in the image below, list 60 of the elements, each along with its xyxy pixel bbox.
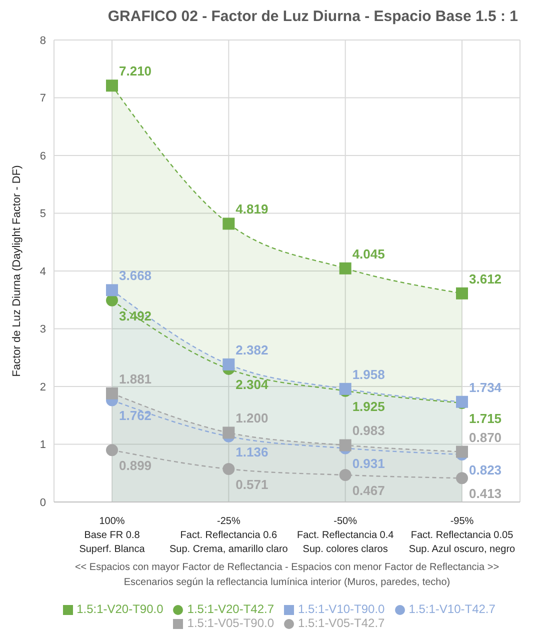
chart-title: GRAFICO 02 - Factor de Luz Diurna - Espacio Base 1.5 : 1	[106, 8, 519, 27]
legend-label: 1.5:1-V05-T42.7	[298, 616, 385, 630]
y-tick-label: 6	[40, 150, 46, 162]
point	[106, 284, 118, 296]
data-label: 0.899	[119, 458, 152, 474]
data-label: 0.823	[469, 462, 502, 478]
data-label: 0.983	[352, 423, 385, 438]
data-label: 3.612	[469, 271, 502, 286]
point	[222, 218, 235, 230]
point	[106, 80, 118, 92]
data-label: 1.715	[469, 410, 502, 426]
x-tick-label: -50% Fact. Reflectancia 0.4 Sup. colores claros	[296, 516, 394, 555]
y-tick-label: 8	[40, 34, 46, 47]
data-label: 2.382	[236, 342, 268, 358]
data-label: 1.200	[236, 410, 268, 426]
x-axis-title: << Espacios con mayor Factor de Reflectancia - Espacios con menor Factor de Reflectancia >> Escenarios según la reflectancia lumínica interior (Muros, paredes, techo)	[74, 562, 500, 588]
data-label: 0.413	[469, 486, 502, 502]
y-tick-label: 0	[40, 496, 46, 509]
legend-label: 1.5:1-V20-T90.0	[76, 602, 164, 616]
data-label: 0.931	[352, 456, 385, 472]
point	[222, 358, 235, 370]
point	[106, 444, 118, 456]
y-tick-label: 3	[40, 324, 46, 336]
point	[222, 426, 235, 439]
point	[456, 472, 468, 484]
legend-label: 1.5:1-V10-T90.0	[298, 602, 385, 616]
y-tick-label: 1	[40, 439, 46, 452]
point	[456, 446, 468, 458]
y-tick-label: 7	[40, 92, 46, 105]
data-label: 1.881	[119, 371, 152, 386]
x-tick-label: 100% Base FR 0.8 Superf. Blanca	[79, 516, 146, 555]
data-label: 0.467	[352, 483, 385, 498]
data-label: 3.492	[119, 308, 152, 324]
y-tick-label: 4	[40, 266, 46, 278]
data-label: 0.571	[236, 477, 268, 492]
data-label: 2.304	[236, 376, 269, 392]
point	[339, 439, 352, 452]
data-label: 1.925	[352, 398, 385, 414]
data-label: 1.734	[469, 380, 502, 395]
y-tick-label: 5	[40, 208, 46, 220]
y-axis-title: Factor de Luz Diurna (Daylight Factor - DF)	[10, 165, 23, 377]
data-label: 4.819	[236, 202, 268, 217]
x-tick-label: -95% Fact. Reflectancia 0.05 Sup. Azul oscuro, negro	[408, 516, 516, 555]
x-tick-label: -25% Fact. Reflectancia 0.6 Sup. Crema, amarillo claro	[169, 516, 288, 555]
legend-label: 1.5:1-V05-T90.0	[187, 616, 274, 630]
point	[456, 287, 468, 300]
y-tick-label: 2	[40, 381, 46, 394]
point	[222, 463, 235, 476]
data-label: 1.958	[352, 366, 385, 382]
legend-label: 1.5:1-V10-T42.7	[408, 602, 496, 616]
data-label: 1.136	[236, 444, 268, 460]
point	[106, 387, 118, 400]
data-label: 3.668	[119, 268, 152, 284]
point	[339, 262, 352, 274]
point	[339, 469, 352, 482]
data-label: 0.870	[469, 430, 502, 445]
data-label: 4.045	[352, 246, 385, 262]
data-label: 1.762	[119, 408, 152, 424]
data-label: 7.210	[119, 64, 152, 79]
legend-label: 1.5:1-V20-T42.7	[187, 602, 274, 616]
